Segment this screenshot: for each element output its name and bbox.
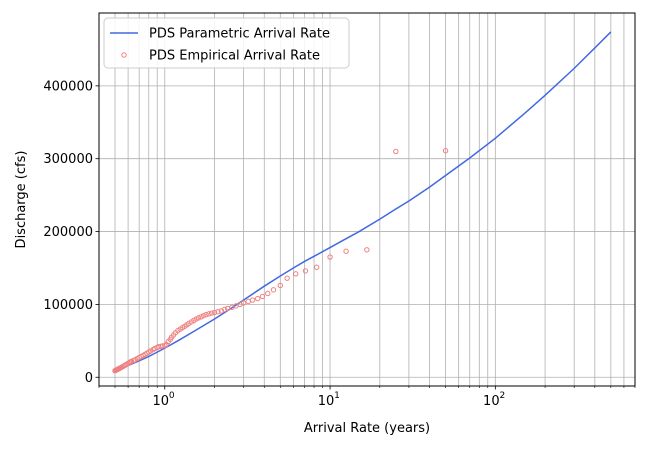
x-axis-label: Arrival Rate (years) [304,421,430,436]
empirical-arrival-rate-point [221,306,228,313]
y-tick-label: 400000 [43,79,93,94]
x-tick-label-exponent: 1 [334,391,340,401]
legend-box [103,17,350,69]
x-tick-label: 10 [483,394,500,409]
x-tick-label-exponent: 2 [499,391,505,401]
empirical-arrival-rate-point [364,247,370,253]
empirical-arrival-rate-point [218,308,225,314]
empirical-arrival-rate-point [206,311,212,317]
empirical-arrival-rate-point [442,147,449,154]
empirical-arrival-rate-point [208,310,215,316]
empirical-arrival-rate-point [343,248,349,254]
x-tick-label: 10 [152,394,169,409]
empirical-arrival-rate-point [302,268,309,274]
legend: PDS Parametric Arrival Rate PDS Empirica… [103,17,350,69]
empirical-arrival-rate-point [255,295,261,302]
empirical-arrival-rate-point [198,314,204,320]
empirical-arrival-rate-point [265,290,271,297]
legend-label-parametric: PDS Parametric Arrival Rate [149,27,330,42]
plot-area-background [99,13,635,386]
empirical-arrival-rate-point [240,300,247,306]
x-tick-label: 10 [318,394,335,409]
empirical-arrival-rate-point [277,282,283,289]
x-tick-label-exponent: 0 [169,391,175,401]
y-axis-label: Discharge (cfs) [14,151,29,249]
empirical-arrival-rate-point [270,287,277,293]
empirical-arrival-rate-point [327,254,333,260]
legend-label-empirical: PDS Empirical Arrival Rate [149,49,320,64]
empirical-arrival-rate-point [195,315,202,321]
empirical-arrival-rate-point [393,148,399,155]
empirical-arrival-rate-point [215,308,221,315]
grid-lines [98,13,636,386]
empirical-arrival-rate-point [293,271,299,277]
y-tick-label: 200000 [43,225,93,240]
empirical-arrival-rate-point [211,309,218,316]
plot-area-frame [98,12,636,387]
empirical-arrival-rate-point [249,297,256,303]
empirical-arrival-rate-point [203,311,209,318]
legend-marker-swatch [121,52,127,58]
data-series [112,31,612,374]
empirical-arrival-rate-point [313,264,320,270]
y-tick-label: 0 [85,371,93,386]
y-tick-label: 100000 [43,298,93,313]
empirical-arrival-rate-point [259,293,266,300]
y-tick-label: 300000 [43,152,93,167]
empirical-arrival-rate-point [284,275,290,281]
